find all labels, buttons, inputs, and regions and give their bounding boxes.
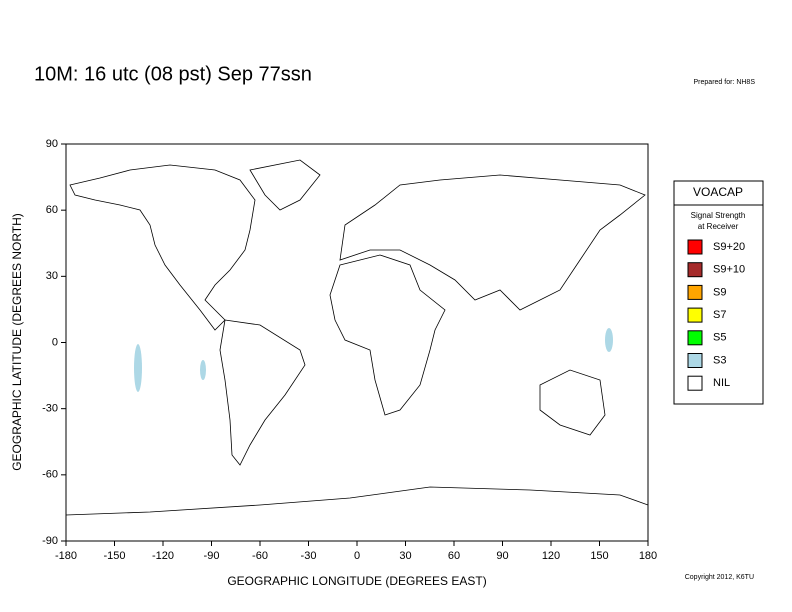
legend-label: S9+20 — [713, 241, 745, 253]
y-tick-label: 0 — [52, 336, 58, 348]
y-axis-label: GEOGRAPHIC LATITUDE (DEGREES NORTH) — [10, 213, 24, 471]
legend-title: VOACAP — [693, 185, 743, 199]
x-tick-label: 90 — [496, 550, 508, 562]
x-tick-label: 180 — [639, 550, 657, 562]
coverage-area — [200, 360, 206, 380]
y-tick-label: 30 — [46, 270, 58, 282]
legend-swatch — [687, 375, 703, 391]
x-tick-label: -150 — [103, 550, 125, 562]
legend-label: S3 — [713, 354, 726, 366]
legend-swatch — [687, 284, 703, 300]
y-tick-label: -60 — [42, 469, 58, 481]
antarctica — [65, 486, 649, 542]
legend-label: S7 — [713, 309, 726, 321]
legend-swatch — [687, 307, 703, 323]
x-tick-label: 60 — [448, 550, 460, 562]
x-tick-label: -90 — [204, 550, 220, 562]
x-tick-label: 120 — [542, 550, 560, 562]
x-tick-label: -180 — [55, 550, 77, 562]
coverage-area — [605, 328, 613, 352]
greenland — [249, 159, 321, 211]
copyright: Copyright 2012, K6TU — [685, 574, 754, 581]
coverage-area — [134, 344, 142, 392]
x-tick-label: 0 — [354, 550, 360, 562]
legend-label: S9+10 — [713, 264, 745, 276]
y-tick-label: 90 — [46, 138, 58, 150]
australia — [539, 369, 606, 436]
legend-swatch — [687, 239, 703, 255]
x-axis-label: GEOGRAPHIC LONGITUDE (DEGREES EAST) — [227, 574, 486, 588]
africa — [329, 254, 446, 416]
north-america — [69, 164, 256, 331]
south-america — [219, 319, 306, 466]
legend-swatch — [687, 330, 703, 346]
y-tick-label: -90 — [42, 535, 58, 547]
legend-subtitle: Signal Strength — [691, 211, 746, 220]
x-tick-label: -60 — [252, 550, 268, 562]
legend-label: NIL — [713, 377, 730, 389]
title: 10M: 16 utc (08 pst) Sep 77ssn — [34, 63, 312, 85]
x-tick-label: -30 — [301, 550, 317, 562]
x-tick-label: -120 — [152, 550, 174, 562]
land — [65, 159, 649, 542]
y-tick-label: 60 — [46, 204, 58, 216]
legend-label: S9 — [713, 286, 726, 298]
y-tick-label: -30 — [42, 403, 58, 415]
prepared-for: Prepared for: NH8S — [694, 79, 756, 86]
legend-swatch — [687, 262, 703, 278]
legend-label: S5 — [713, 332, 726, 344]
legend-swatch — [687, 353, 703, 368]
x-tick-label: 150 — [590, 550, 608, 562]
eurasia — [339, 174, 646, 311]
x-tick-label: 30 — [399, 550, 411, 562]
legend-subtitle: at Receiver — [698, 222, 739, 231]
